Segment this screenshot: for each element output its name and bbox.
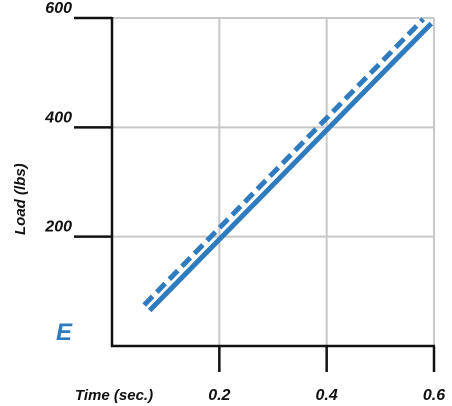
series-line-dashed xyxy=(142,17,426,307)
y-tick-label-0: 200 xyxy=(44,219,72,236)
x-tick-label-1: 0.4 xyxy=(316,387,338,404)
series-line-solid xyxy=(147,21,434,313)
panel-label: E xyxy=(56,319,73,346)
y-axis-title: Load (lbs) xyxy=(12,163,29,235)
labels: 200 400 600 0.2 0.4 0.6 xyxy=(44,0,445,404)
series-lines xyxy=(142,17,434,313)
tick-marks xyxy=(74,16,436,372)
y-tick-label-1: 400 xyxy=(44,109,72,126)
axes xyxy=(110,17,435,348)
y-tick-label-2: 600 xyxy=(45,0,72,17)
x-axis-title: Time (sec.) xyxy=(75,387,153,404)
x-tick-label-2: 0.6 xyxy=(423,387,445,404)
x-tick-label-0: 0.2 xyxy=(208,387,230,404)
grid-lines xyxy=(112,17,435,346)
